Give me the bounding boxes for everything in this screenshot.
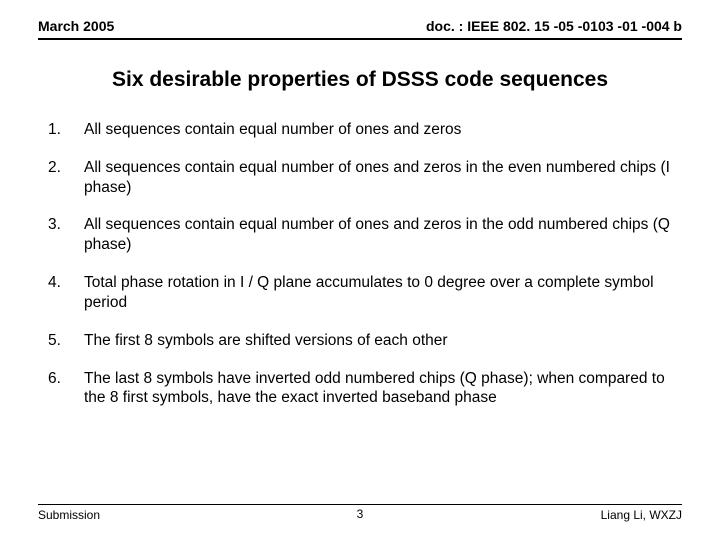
list-item: 2. All sequences contain equal number of… — [48, 158, 672, 198]
footer-page-number: 3 — [357, 507, 364, 521]
list-item: 6. The last 8 symbols have inverted odd … — [48, 369, 672, 409]
slide-title: Six desirable properties of DSSS code se… — [38, 68, 682, 92]
item-text: All sequences contain equal number of on… — [84, 215, 672, 255]
item-text: Total phase rotation in I / Q plane accu… — [84, 273, 672, 313]
item-number: 4. — [48, 273, 84, 313]
item-text: The first 8 symbols are shifted versions… — [84, 331, 672, 351]
header-date: March 2005 — [38, 18, 114, 34]
item-text: All sequences contain equal number of on… — [84, 158, 672, 198]
header-doc-id: doc. : IEEE 802. 15 -05 -0103 -01 -004 b — [426, 18, 682, 34]
item-number: 5. — [48, 331, 84, 351]
item-number: 3. — [48, 215, 84, 255]
item-number: 2. — [48, 158, 84, 198]
item-text: The last 8 symbols have inverted odd num… — [84, 369, 672, 409]
footer-right: Liang Li, WXZJ — [601, 508, 682, 522]
slide-footer: Submission 3 Liang Li, WXZJ — [38, 504, 682, 522]
list-item: 3. All sequences contain equal number of… — [48, 215, 672, 255]
item-number: 1. — [48, 120, 84, 140]
list-item: 5. The first 8 symbols are shifted versi… — [48, 331, 672, 351]
list-item: 4. Total phase rotation in I / Q plane a… — [48, 273, 672, 313]
footer-left: Submission — [38, 508, 100, 522]
item-text: All sequences contain equal number of on… — [84, 120, 672, 140]
properties-list: 1. All sequences contain equal number of… — [38, 120, 682, 408]
slide-header: March 2005 doc. : IEEE 802. 15 -05 -0103… — [38, 18, 682, 40]
list-item: 1. All sequences contain equal number of… — [48, 120, 672, 140]
item-number: 6. — [48, 369, 84, 409]
